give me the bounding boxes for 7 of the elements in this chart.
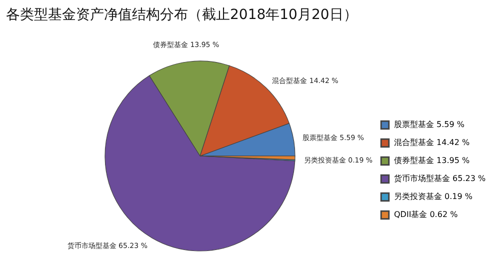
- legend-label: 货币市场型基金 65.23 %: [394, 174, 486, 183]
- legend-label: QDII基金 0.62 %: [394, 210, 458, 219]
- legend-label: 债券型基金 13.95 %: [394, 156, 470, 165]
- legend-label: 股票型基金 5.59 %: [394, 120, 465, 129]
- legend-label: 混合型基金 14.42 %: [394, 138, 470, 147]
- legend-label: 另类投资基金 0.19 %: [394, 192, 473, 201]
- chart-title: 各类型基金资产净值结构分布（截止2018年10月20日）: [6, 7, 358, 23]
